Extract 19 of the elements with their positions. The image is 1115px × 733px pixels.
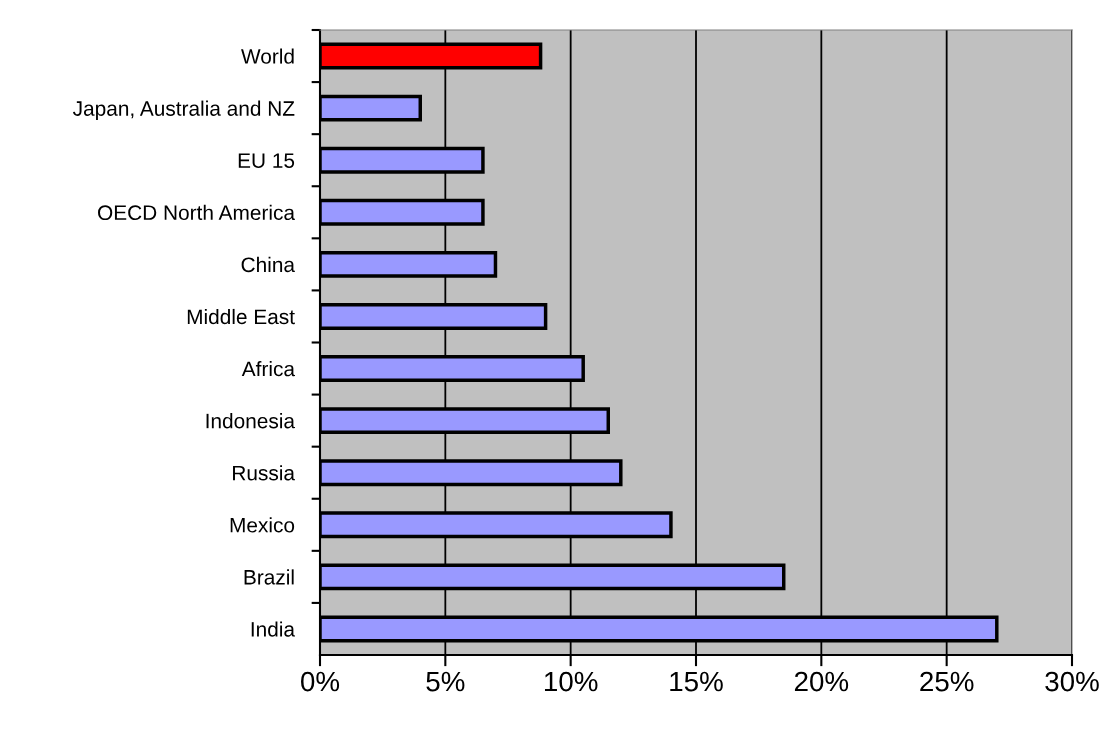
x-tick-label: 5% bbox=[426, 671, 465, 692]
x-tick-label: 15% bbox=[670, 671, 723, 692]
y-tick-label: World bbox=[241, 48, 294, 64]
x-tick-label: 0% bbox=[301, 671, 340, 692]
y-tick-label: Africa bbox=[241, 360, 295, 377]
y-tick-label: Middle East bbox=[187, 308, 295, 325]
x-tick-label: 25% bbox=[920, 671, 974, 692]
y-tick-label: OECD North America bbox=[98, 204, 295, 221]
y-tick-label: Russia bbox=[233, 465, 295, 481]
y-tick-label: India bbox=[251, 621, 295, 637]
x-tick-label: 30% bbox=[1045, 671, 1099, 692]
y-tick-label: China bbox=[241, 256, 295, 273]
x-tick-label: 20% bbox=[794, 671, 849, 692]
y-tick-label: Brazil bbox=[244, 569, 294, 585]
y-tick-label: Japan, Australia and NZ bbox=[72, 100, 295, 120]
x-tick-label: 10% bbox=[544, 671, 598, 692]
y-tick-label: Indonesia bbox=[206, 413, 296, 429]
y-tick-label: Mexico bbox=[230, 517, 295, 533]
y-tick-label: EU 15 bbox=[238, 153, 295, 168]
